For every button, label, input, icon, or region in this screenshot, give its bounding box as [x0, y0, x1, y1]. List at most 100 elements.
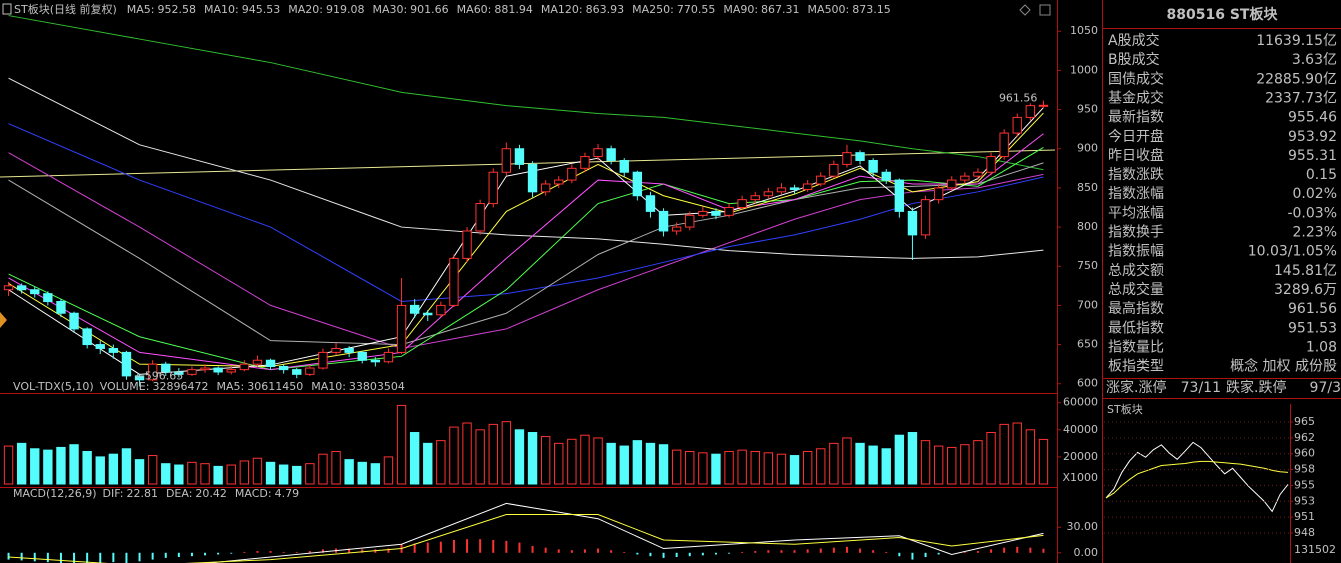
candle-body — [816, 175, 826, 185]
candle-body — [619, 159, 629, 173]
volume-bar — [567, 438, 577, 485]
candle-body — [161, 363, 171, 373]
info-value: 10.03/1.05% — [1248, 244, 1337, 260]
candle-body — [95, 344, 105, 349]
candle-body — [829, 163, 839, 177]
y-tick-label: 900 — [1077, 142, 1098, 155]
volume-bar — [292, 465, 302, 485]
candle-body — [973, 171, 983, 177]
y-tick-label: 948 — [1294, 526, 1315, 539]
candle-body — [43, 293, 53, 302]
candle-body — [357, 351, 367, 361]
volume-bar — [344, 459, 354, 485]
candle-body — [606, 148, 616, 161]
volume-bar — [134, 459, 145, 485]
info-value: 145.81亿 — [1274, 263, 1337, 279]
candle-body — [252, 359, 263, 365]
y-tick-label: 951 — [1294, 510, 1315, 523]
candle-body — [868, 159, 878, 173]
y-tick-label: 0.00 — [1074, 546, 1099, 559]
volume-bar — [475, 429, 485, 485]
info-value: 3289.6万 — [1274, 282, 1337, 298]
y-tick-label: 953 — [1294, 494, 1315, 507]
info-label: 指数振幅 — [1108, 244, 1164, 260]
volume-bar — [423, 442, 433, 485]
candle-body — [16, 285, 27, 291]
candle-body — [292, 369, 302, 375]
info-label: 指数量比 — [1108, 339, 1164, 355]
y-tick-label: 1050 — [1070, 24, 1098, 37]
candle-body — [278, 366, 289, 371]
volume-bar — [685, 450, 695, 485]
price-plot: 961.56 ←596.65 — [3, 15, 1049, 387]
volume-bar — [973, 440, 983, 485]
candle-body — [554, 179, 564, 185]
info-value: 1.08 — [1306, 339, 1337, 355]
volume-bar — [802, 450, 813, 485]
info-value: 22885.90亿 — [1256, 71, 1337, 87]
info-label: 最高指数 — [1108, 300, 1164, 317]
candle-body — [685, 214, 695, 228]
legend-name: DIF: — [103, 487, 124, 500]
info-label: 今日开盘 — [1108, 128, 1164, 145]
ma-line — [8, 15, 1044, 171]
volume-bar — [161, 463, 171, 485]
volume-bar — [43, 449, 53, 485]
info-label: 最低指数 — [1108, 320, 1164, 336]
candle-body — [187, 369, 197, 375]
candle-body — [121, 351, 132, 377]
y-tick-label: 800 — [1077, 220, 1098, 233]
legend-name: MA60: — [457, 3, 492, 16]
volume-bar — [986, 432, 996, 485]
volume-bar — [436, 440, 446, 485]
volume-bar — [947, 446, 957, 485]
volume-plot — [3, 404, 1049, 485]
info-label: 昨日收盘 — [1108, 147, 1164, 164]
legend-value: 867.31 — [761, 3, 800, 16]
candle-body — [370, 359, 381, 363]
volume-bar — [868, 445, 878, 485]
candle-body — [56, 300, 66, 314]
info-value: 2337.73亿 — [1265, 90, 1337, 106]
candle-body — [789, 187, 800, 190]
volume-bar — [56, 446, 66, 485]
candle-body — [409, 304, 420, 314]
legend-value: 770.55 — [677, 3, 716, 16]
trend-line — [0, 149, 1056, 178]
y-tick-label: 850 — [1077, 181, 1098, 194]
candle-body — [396, 304, 407, 353]
candle-body — [567, 167, 577, 181]
legend-name: MA5: — [216, 380, 244, 393]
volume-bar — [514, 429, 525, 485]
volume-bar — [108, 453, 119, 485]
volume-bar — [1012, 422, 1022, 485]
y-tick-label: 1000 — [1070, 63, 1098, 76]
candle-body — [462, 230, 472, 259]
info-value: -0.03% — [1287, 205, 1337, 221]
candle-body — [986, 156, 996, 173]
volume-bar — [606, 442, 616, 485]
candle-body — [920, 199, 931, 236]
volume-bar — [933, 445, 944, 485]
info-label: 总成交额 — [1108, 262, 1164, 279]
volume-bar — [278, 464, 289, 485]
legend-value: 33803504 — [349, 380, 405, 393]
candle-body — [894, 179, 905, 212]
volume-bar — [16, 442, 27, 485]
info-label: 最新指数 — [1108, 110, 1164, 126]
volume-bar — [1038, 438, 1049, 485]
info-label: 总成交量 — [1108, 281, 1164, 298]
info-value: 953.92 — [1288, 129, 1337, 145]
info-value: 951.53 — [1288, 320, 1337, 336]
volume-bar — [540, 436, 551, 485]
legend-name: VOLUME: — [100, 380, 150, 393]
legend-value: 945.53 — [242, 3, 281, 16]
volume-bar — [305, 463, 315, 485]
volume-bar — [331, 450, 341, 485]
info-label: A股成交 — [1108, 32, 1160, 49]
y-tick-label: 965 — [1294, 415, 1315, 428]
volume-bar — [658, 444, 669, 485]
